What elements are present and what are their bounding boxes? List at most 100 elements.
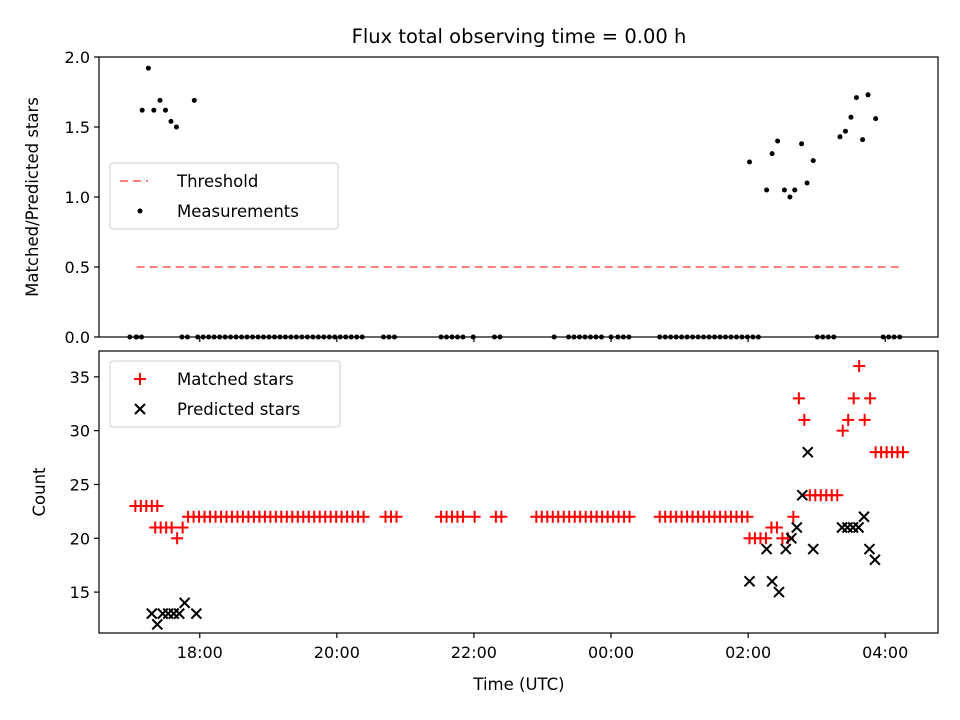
predicted-point-b bbox=[785, 532, 798, 544]
matched-point bbox=[171, 532, 184, 545]
matched-point bbox=[495, 510, 508, 523]
panel-ratio: 0.0 0.5 1.0 1.5 2.0 Matched/Predicted stars Th… bbox=[23, 48, 939, 347]
axes-frame bbox=[98, 350, 939, 634]
y-tick-label: 30 bbox=[70, 422, 90, 441]
measurement-point bbox=[865, 92, 871, 98]
legend: Threshold Measurements bbox=[109, 162, 339, 230]
predicted-point bbox=[863, 543, 876, 555]
predicted-point bbox=[146, 607, 158, 620]
x-axis-label: Time (UTC) bbox=[472, 675, 564, 694]
measurement-point bbox=[873, 116, 879, 122]
measurement-point bbox=[787, 194, 793, 200]
matched-point bbox=[357, 510, 370, 523]
predicted-point bbox=[791, 521, 803, 534]
y-tick-label: 35 bbox=[70, 368, 90, 387]
matched-point bbox=[390, 510, 403, 523]
measurement-point bbox=[168, 118, 174, 124]
measurement-point bbox=[848, 114, 854, 120]
predicted-point-b bbox=[190, 607, 203, 620]
matched-point bbox=[792, 392, 805, 405]
panel-counts: 15 20 25 30 35 18:00 20:00 22:00 00:00 02:00 04:00… bbox=[30, 350, 939, 662]
measurement-point bbox=[139, 107, 145, 113]
y-tick-label: 15 bbox=[70, 583, 90, 602]
predicted-point-b bbox=[869, 554, 881, 566]
predicted-point bbox=[852, 521, 865, 534]
predicted-point bbox=[780, 543, 792, 555]
matched-point bbox=[770, 521, 783, 534]
x-tick-label: 00:00 bbox=[588, 643, 634, 662]
measurement-point bbox=[173, 124, 179, 130]
x-tick-label: 18:00 bbox=[177, 643, 223, 662]
matched-point bbox=[759, 532, 772, 545]
predicted-point-b bbox=[173, 607, 185, 620]
legend-label: Matched stars bbox=[177, 370, 294, 389]
matched-point bbox=[176, 521, 189, 534]
legend-box bbox=[109, 162, 339, 230]
measurement-point bbox=[860, 137, 866, 143]
predicted-point bbox=[785, 532, 798, 544]
measurement-point bbox=[191, 97, 197, 103]
predicted-point-b bbox=[802, 446, 814, 458]
legend-box bbox=[109, 360, 341, 428]
predicted-point bbox=[807, 543, 819, 555]
predicted-point bbox=[178, 597, 191, 609]
legend: Matched stars Predicted stars bbox=[109, 360, 341, 428]
measurement-point bbox=[781, 187, 787, 193]
measurement-point bbox=[804, 180, 810, 186]
matched-point bbox=[798, 413, 811, 426]
matched-point bbox=[897, 446, 910, 459]
predicted-point bbox=[869, 554, 881, 566]
measurement-point bbox=[775, 138, 781, 144]
legend-measurements-handle bbox=[137, 208, 143, 214]
series-predicted-stars bbox=[146, 446, 881, 631]
measurement-point bbox=[764, 187, 770, 193]
series-measurements-zero- bbox=[127, 334, 903, 340]
matched-point bbox=[847, 392, 860, 405]
matched-point bbox=[836, 424, 849, 437]
matched-point bbox=[456, 510, 469, 523]
matched-point bbox=[165, 521, 178, 534]
x-tick-label: 20:00 bbox=[314, 643, 360, 662]
matched-point bbox=[151, 499, 164, 512]
predicted-point bbox=[836, 521, 848, 534]
predicted-point bbox=[773, 586, 785, 598]
predicted-point bbox=[157, 607, 169, 620]
legend-predicted-b bbox=[134, 403, 146, 415]
measurement-point bbox=[157, 97, 163, 103]
matched-point bbox=[787, 510, 800, 523]
x-tick-label: 02:00 bbox=[725, 643, 771, 662]
predicted-point-b bbox=[766, 575, 778, 588]
predicted-point-b bbox=[151, 618, 163, 631]
predicted-point-b bbox=[773, 586, 785, 598]
legend-label: Measurements bbox=[177, 202, 299, 221]
y-axis-label: Matched/Predicted stars bbox=[23, 97, 42, 297]
measurement-point bbox=[792, 187, 798, 193]
measurement-point bbox=[162, 107, 168, 113]
series-matched-stars bbox=[129, 360, 910, 545]
matched-point bbox=[741, 510, 754, 523]
y-axis-label: Count bbox=[30, 467, 49, 517]
matched-point bbox=[623, 510, 636, 523]
measurement-point bbox=[151, 107, 157, 113]
measurement-point bbox=[837, 134, 843, 140]
matched-point bbox=[853, 360, 866, 373]
predicted-point-b bbox=[852, 521, 865, 534]
predicted-point-b bbox=[743, 575, 756, 588]
predicted-point bbox=[168, 607, 180, 620]
predicted-point-b bbox=[858, 511, 870, 523]
predicted-point-b bbox=[796, 489, 808, 501]
y-tick-label: 1.0 bbox=[65, 188, 90, 207]
predicted-point-b bbox=[791, 521, 803, 534]
y-tick-label: 2.0 bbox=[65, 48, 90, 67]
measurement-point bbox=[799, 141, 805, 147]
legend-matched-handle bbox=[134, 373, 146, 385]
predicted-point bbox=[162, 607, 174, 620]
y-tick-label: 20 bbox=[70, 529, 90, 548]
predicted-point bbox=[841, 521, 854, 534]
predicted-point bbox=[760, 543, 773, 555]
x-tick-label: 22:00 bbox=[451, 643, 497, 662]
predicted-point bbox=[858, 511, 870, 523]
predicted-point bbox=[173, 607, 185, 620]
predicted-point-b bbox=[863, 543, 876, 555]
